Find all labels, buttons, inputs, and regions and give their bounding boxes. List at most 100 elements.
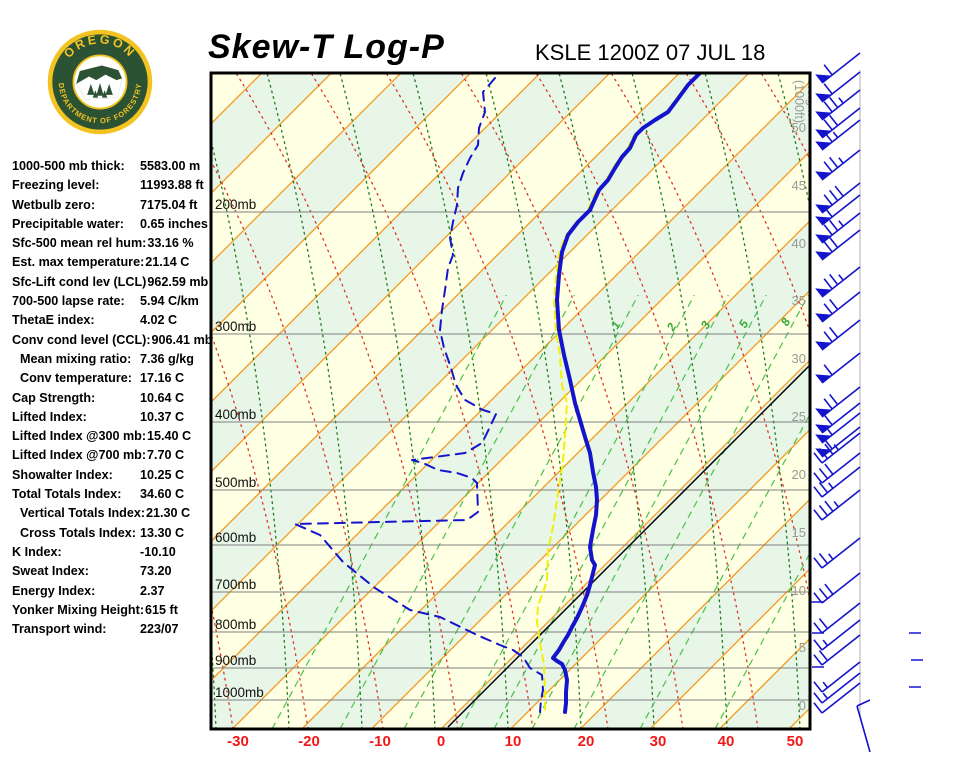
moist-adiabat-line (924, 73, 960, 729)
stat-label: Transport wind: (12, 622, 107, 637)
isotherm-line (0, 73, 53, 729)
temp-axis-label: 40 (718, 733, 735, 750)
mixing-ratio-line (531, 294, 767, 728)
stat-value: 7.70 C (147, 448, 185, 463)
mixing-ratio-line (639, 414, 809, 728)
wind-barb (815, 52, 861, 84)
moist-adiabat-line (339, 74, 436, 728)
stat-label: Conv temperature: (20, 371, 132, 386)
moist-adiabat-line (412, 74, 509, 728)
wind-barb (813, 672, 861, 704)
temp-axis-label: -10 (369, 733, 391, 750)
stat-label: Precipitable water: (12, 216, 124, 231)
stat-value: 5.94 C/km (140, 294, 199, 309)
wind-barb (813, 466, 861, 498)
pressure-label: 1000mb (215, 685, 264, 700)
wind-barb-column (811, 52, 923, 753)
wind-barb (813, 619, 861, 651)
stat-label: Sweat Index: (12, 564, 89, 579)
temp-axis-label: 0 (437, 733, 445, 750)
isotherm-line (212, 81, 809, 681)
wind-barb (815, 107, 861, 139)
stat-value: 33.16 % (147, 236, 194, 251)
stat-label: Cap Strength: (12, 390, 96, 405)
dry-adiabat-line (235, 74, 459, 728)
stat-value: 4.02 C (140, 313, 178, 328)
dewpoint-trace (294, 77, 544, 713)
mixing-ratio-line (403, 294, 639, 728)
stat-label: Lifted Index @300 mb: (12, 429, 147, 444)
moist-adiabat-line (485, 74, 582, 728)
stat-value: 10.64 C (140, 390, 185, 405)
stat-row: Sfc-Lift cond lev (LCL) 962.59 mb (12, 275, 222, 294)
moist-adiabat-line (212, 141, 290, 728)
height-tick-label: 40 (792, 236, 806, 251)
mixing-ratio-line (459, 294, 695, 728)
pressure-label: 600mb (215, 530, 256, 545)
wind-barb (813, 489, 861, 521)
stat-value: 223/07 (140, 622, 179, 637)
dry-adiabat-line (212, 606, 234, 728)
stat-label: Yonker Mixing Height: (12, 602, 145, 617)
wind-barb (815, 212, 861, 244)
pressure-label: 200mb (215, 197, 256, 212)
stat-label: Energy Index: (12, 583, 96, 598)
stat-value: 5583.00 m (140, 159, 201, 173)
dry-adiabat-line (385, 74, 609, 728)
temperature-trace (551, 74, 702, 714)
wind-barb (815, 71, 861, 103)
stat-label: Freezing level: (12, 178, 100, 193)
moist-adiabat-line (266, 74, 363, 728)
temperature-band (212, 82, 809, 728)
parcel-trace (447, 364, 809, 728)
pressure-label: 900mb (215, 653, 256, 668)
height-tick-label: 20 (792, 467, 806, 482)
temp-axis-label: 50 (787, 733, 804, 750)
dry-adiabat-line (212, 161, 384, 728)
height-tick-label: 30 (792, 351, 806, 366)
wind-barb (815, 119, 861, 151)
stat-label: Showalter Index: (12, 467, 113, 482)
wind-barb (815, 291, 861, 323)
temperature-band (859, 73, 960, 729)
height-tick-label: 25 (792, 409, 806, 424)
stat-row: Vertical Totals Index: 21.30 C (12, 506, 222, 525)
stat-label: Lifted Index @700 mb: (12, 448, 147, 463)
stat-value: 0.65 inches (140, 216, 208, 231)
wind-barb (815, 229, 861, 261)
dry-adiabat-line (836, 73, 960, 729)
wind-barb (815, 182, 861, 214)
wind-barb (815, 266, 861, 298)
stat-label: Total Totals Index: (12, 487, 122, 502)
dry-adiabat-line (535, 74, 759, 728)
dry-adiabat-line (685, 74, 809, 331)
wind-barb (815, 386, 861, 418)
stat-row: Precipitable water: 0.65 inches (12, 217, 222, 236)
pressure-label: 800mb (215, 617, 256, 632)
stat-row: Showalter Index: 10.25 C (12, 468, 222, 487)
moist-adiabat-line (212, 642, 217, 728)
mixing-ratio-line (271, 294, 507, 728)
stat-row: Wetbulb zero: 7175.04 ft (12, 198, 222, 217)
dry-adiabat-line (760, 74, 809, 159)
wind-barb (815, 319, 861, 351)
stat-label: Wetbulb zero: (12, 197, 96, 212)
stat-value: 15.40 C (147, 429, 192, 444)
temp-axis-label: 20 (578, 733, 595, 750)
temperature-band (212, 74, 809, 680)
isotherm-line (212, 74, 471, 333)
moist-adiabat-line (631, 74, 728, 728)
stat-row: Conv cond level (CCL): 906.41 mb (12, 333, 222, 352)
stat-value: -10.10 (140, 544, 176, 559)
height-tick-label: 0 (799, 698, 806, 713)
stat-row: Lifted Index: 10.37 C (12, 410, 222, 429)
pressure-label: 500mb (215, 475, 256, 490)
mixing-ratio-line (493, 294, 729, 728)
stat-label: Conv cond level (CCL): (12, 332, 151, 347)
temp-axis-label: 10 (505, 733, 522, 750)
wind-barb (815, 402, 861, 434)
stat-row: Energy Index: 2.37 (12, 584, 222, 603)
station-datetime: KSLE 1200Z 07 JUL 18 (535, 40, 766, 65)
plot-border (209, 71, 812, 731)
isotherm-line (928, 73, 960, 729)
